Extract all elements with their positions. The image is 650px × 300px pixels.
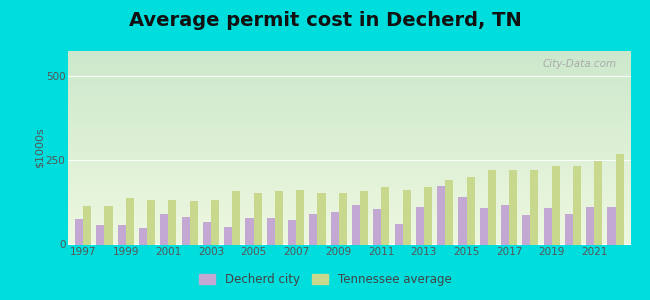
Text: City-Data.com: City-Data.com	[542, 59, 616, 69]
Bar	[402, 190, 411, 244]
Bar	[296, 190, 304, 244]
Bar	[543, 208, 552, 244]
Bar	[616, 154, 624, 244]
Bar	[608, 207, 616, 244]
Bar	[395, 224, 402, 244]
Bar	[83, 206, 91, 244]
Bar	[488, 170, 496, 244]
Bar	[565, 214, 573, 244]
Bar	[181, 217, 190, 244]
Bar	[352, 205, 360, 244]
Bar	[118, 225, 125, 244]
Bar	[552, 167, 560, 244]
Bar	[168, 200, 176, 244]
Bar	[203, 222, 211, 244]
Bar	[309, 214, 317, 244]
Bar	[246, 218, 254, 244]
Bar	[331, 212, 339, 244]
Text: Average permit cost in Decherd, TN: Average permit cost in Decherd, TN	[129, 11, 521, 29]
Bar	[573, 167, 581, 244]
Bar	[211, 200, 219, 244]
Bar	[125, 198, 134, 244]
Bar	[339, 193, 347, 244]
Bar	[467, 176, 474, 244]
Bar	[288, 220, 296, 244]
Bar	[458, 197, 467, 244]
Bar	[105, 206, 112, 244]
Bar	[509, 170, 517, 244]
Bar	[224, 227, 232, 244]
Bar	[586, 207, 594, 244]
Bar	[445, 180, 453, 244]
Bar	[382, 187, 389, 244]
Bar	[266, 218, 275, 244]
Bar	[139, 228, 147, 244]
Bar	[96, 225, 105, 244]
Bar	[530, 170, 538, 244]
Bar	[161, 214, 168, 244]
Bar	[190, 201, 198, 244]
Bar	[75, 219, 83, 244]
Bar	[254, 193, 262, 244]
Bar	[594, 161, 603, 244]
Bar	[424, 187, 432, 244]
Bar	[416, 208, 424, 244]
Legend: Decherd city, Tennessee average: Decherd city, Tennessee average	[194, 269, 456, 291]
Bar	[523, 215, 530, 244]
Y-axis label: $1000s: $1000s	[34, 128, 44, 168]
Bar	[232, 191, 240, 244]
Bar	[147, 200, 155, 244]
Bar	[275, 191, 283, 244]
Bar	[317, 193, 326, 244]
Bar	[360, 191, 368, 244]
Bar	[437, 186, 445, 244]
Bar	[373, 209, 382, 244]
Bar	[480, 208, 488, 244]
Bar	[501, 205, 509, 244]
